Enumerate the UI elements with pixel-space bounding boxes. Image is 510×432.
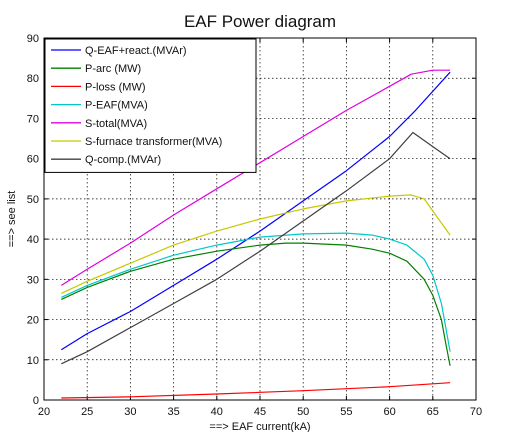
- series-line: [61, 131, 451, 365]
- legend-label: Q-EAF+react.(MVAr): [85, 45, 187, 57]
- y-tick-label: 50: [27, 194, 39, 206]
- axis-ticks: 20 25 30 35 40 45 50 55 60 65 70 0 10 20 30 40 50 60 70 80 9…: [27, 33, 482, 418]
- x-tick-label: 50: [297, 406, 309, 418]
- series-line: [61, 232, 451, 352]
- y-tick-label: 40: [27, 234, 39, 246]
- y-tick-label: 0: [33, 395, 39, 407]
- x-tick-label: 35: [167, 406, 179, 418]
- y-tick-label: 10: [27, 355, 39, 367]
- series-lines: [60, 69, 451, 399]
- legend-box: [44, 38, 257, 173]
- legend-label: S-total(MVA): [85, 118, 147, 130]
- legend: Q-EAF+react.(MVAr) P-arc (MW) P-loss (MW) P…: [44, 38, 257, 173]
- legend-label: P-EAF(MVA): [85, 100, 148, 112]
- x-tick-label: 20: [38, 406, 50, 418]
- legend-label: P-loss (MW): [85, 81, 146, 93]
- legend-label: Q-comp.(MVAr): [85, 154, 161, 166]
- x-tick-label: 30: [124, 406, 136, 418]
- x-tick-label: 45: [254, 406, 266, 418]
- y-tick-label: 70: [27, 113, 39, 125]
- x-tick-label: 65: [427, 406, 439, 418]
- y-tick-label: 90: [27, 33, 39, 45]
- series-line: [61, 382, 451, 399]
- legend-label: P-arc (MW): [85, 63, 141, 75]
- series-line: [60, 69, 451, 286]
- chart-title: EAF Power diagram: [184, 12, 336, 31]
- x-tick-label: 40: [211, 406, 223, 418]
- x-tick-label: 55: [340, 406, 352, 418]
- x-tick-label: 25: [81, 406, 93, 418]
- x-axis-label: ==> EAF current(kA): [209, 421, 310, 432]
- y-axis-label: ==> see list: [6, 191, 18, 248]
- series-line: [60, 71, 451, 351]
- y-tick-label: 80: [27, 73, 39, 85]
- y-tick-label: 20: [27, 315, 39, 327]
- series-line: [61, 194, 451, 294]
- legend-label: S-furnace transformer(MVA): [85, 136, 222, 148]
- x-tick-label: 70: [470, 406, 482, 418]
- series-line: [61, 242, 451, 366]
- x-tick-label: 60: [383, 406, 395, 418]
- y-tick-label: 60: [27, 154, 39, 166]
- y-tick-label: 30: [27, 274, 39, 286]
